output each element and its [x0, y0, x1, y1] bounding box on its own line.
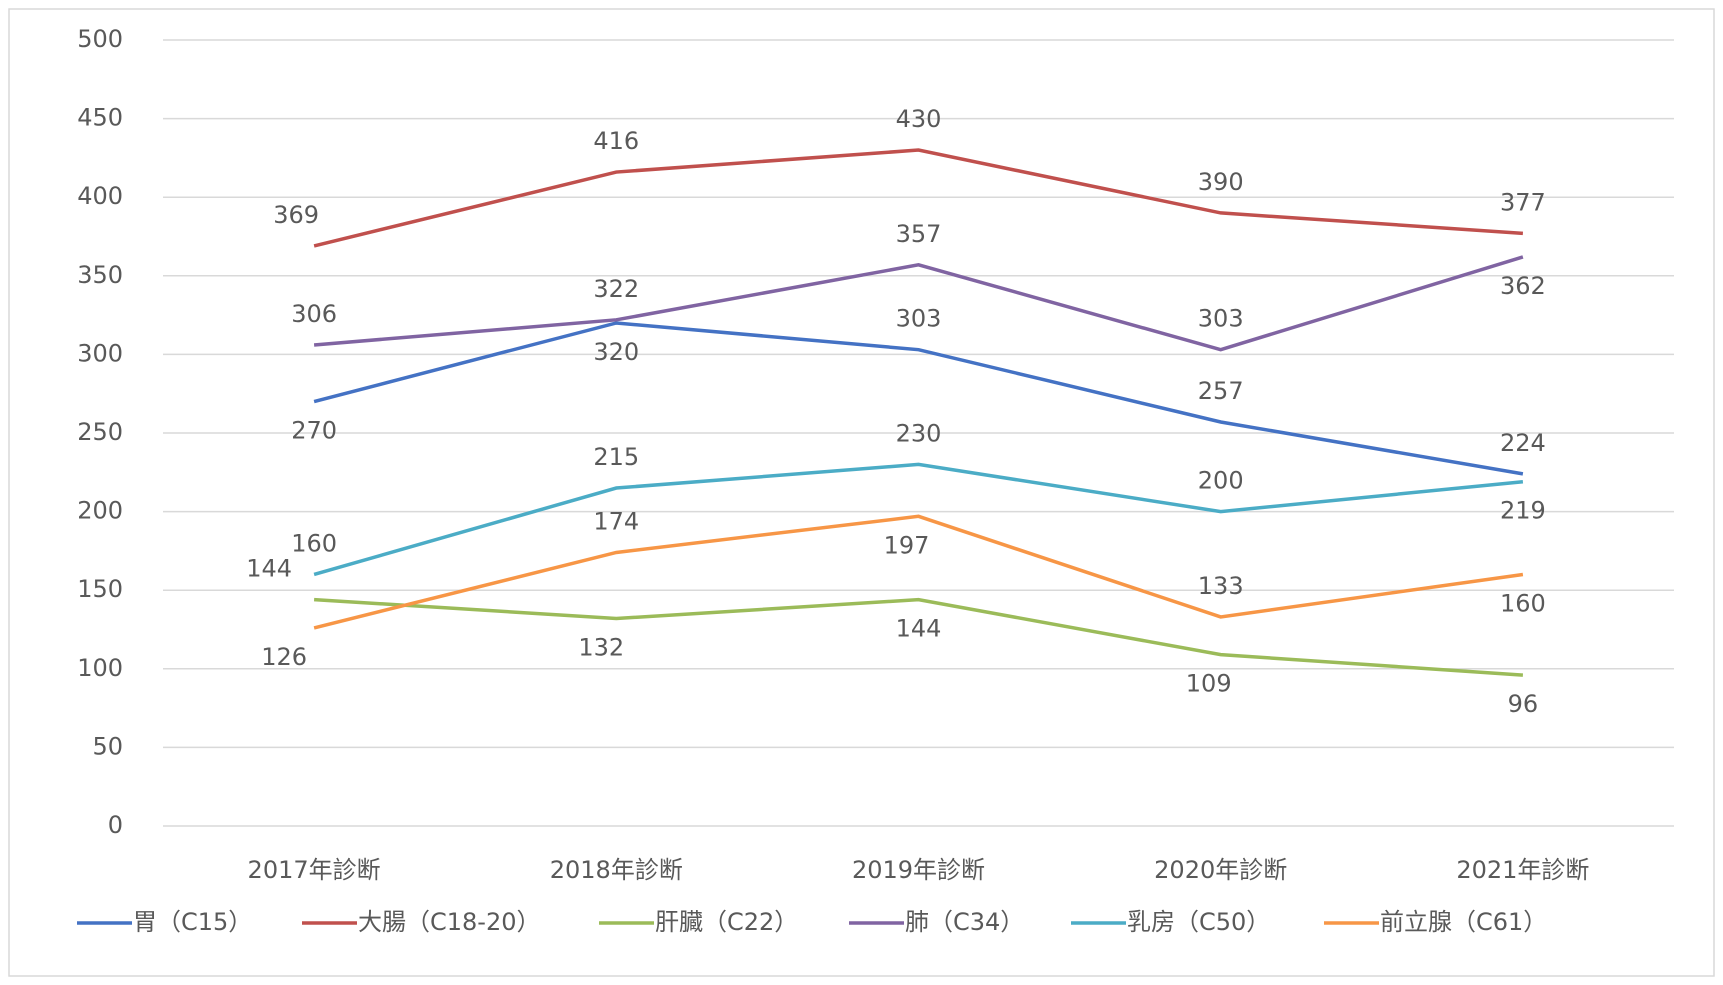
legend-label: 大腸（C18-20） — [358, 908, 541, 936]
data-label: 160 — [1500, 589, 1546, 617]
y-tick-label: 250 — [77, 418, 123, 446]
y-tick-label: 350 — [77, 261, 123, 289]
y-tick-label: 500 — [77, 25, 123, 53]
series-line — [313, 462, 1524, 577]
legend-label: 胃（C15） — [133, 908, 252, 936]
data-label: 224 — [1500, 429, 1546, 457]
data-label: 362 — [1500, 272, 1546, 300]
data-label: 200 — [1198, 467, 1244, 495]
x-tick-label: 2021年診断 — [1456, 856, 1589, 884]
data-label: 144 — [896, 615, 942, 643]
y-tick-label: 100 — [77, 654, 123, 682]
data-label: 197 — [884, 531, 930, 559]
data-label: 230 — [896, 419, 942, 447]
data-label: 219 — [1500, 497, 1546, 525]
legend-label: 肝臓（C22） — [655, 908, 798, 936]
series-line — [313, 597, 1524, 677]
data-label: 357 — [896, 220, 942, 248]
y-tick-label: 150 — [77, 575, 123, 603]
x-tick-label: 2017年診断 — [248, 856, 381, 884]
y-tick-label: 50 — [92, 732, 123, 760]
data-label: 132 — [578, 633, 624, 661]
data-label: 133 — [1198, 572, 1244, 600]
series-line — [313, 321, 1524, 476]
data-label: 390 — [1198, 168, 1244, 196]
x-tick-label: 2019年診断 — [852, 856, 985, 884]
x-tick-label: 2018年診断 — [550, 856, 683, 884]
data-label: 96 — [1508, 690, 1539, 718]
y-tick-label: 200 — [77, 497, 123, 525]
x-tick-label: 2020年診断 — [1154, 856, 1287, 884]
y-tick-label: 400 — [77, 182, 123, 210]
data-label: 257 — [1198, 377, 1244, 405]
data-label: 109 — [1186, 670, 1232, 698]
y-tick-label: 450 — [77, 104, 123, 132]
data-label: 270 — [291, 417, 337, 445]
legend-label: 肺（C34） — [905, 908, 1024, 936]
data-label: 322 — [593, 275, 639, 303]
legend-label: 前立腺（C61） — [1380, 908, 1547, 936]
series-line — [313, 514, 1524, 630]
data-label: 144 — [246, 555, 292, 583]
y-tick-label: 0 — [108, 811, 123, 839]
data-label: 215 — [593, 443, 639, 471]
data-label: 416 — [593, 127, 639, 155]
series-line — [313, 148, 1524, 248]
data-label: 369 — [273, 201, 319, 229]
data-label: 160 — [291, 529, 337, 557]
data-label: 126 — [261, 643, 307, 671]
y-tick-label: 300 — [77, 339, 123, 367]
data-label: 430 — [896, 105, 942, 133]
data-label: 306 — [291, 300, 337, 328]
data-label: 377 — [1500, 188, 1546, 216]
legend-label: 乳房（C50） — [1127, 908, 1270, 936]
data-label: 303 — [896, 305, 942, 333]
data-label: 174 — [593, 507, 639, 535]
data-label: 303 — [1198, 305, 1244, 333]
data-label: 320 — [593, 338, 639, 366]
series-line — [313, 255, 1524, 352]
